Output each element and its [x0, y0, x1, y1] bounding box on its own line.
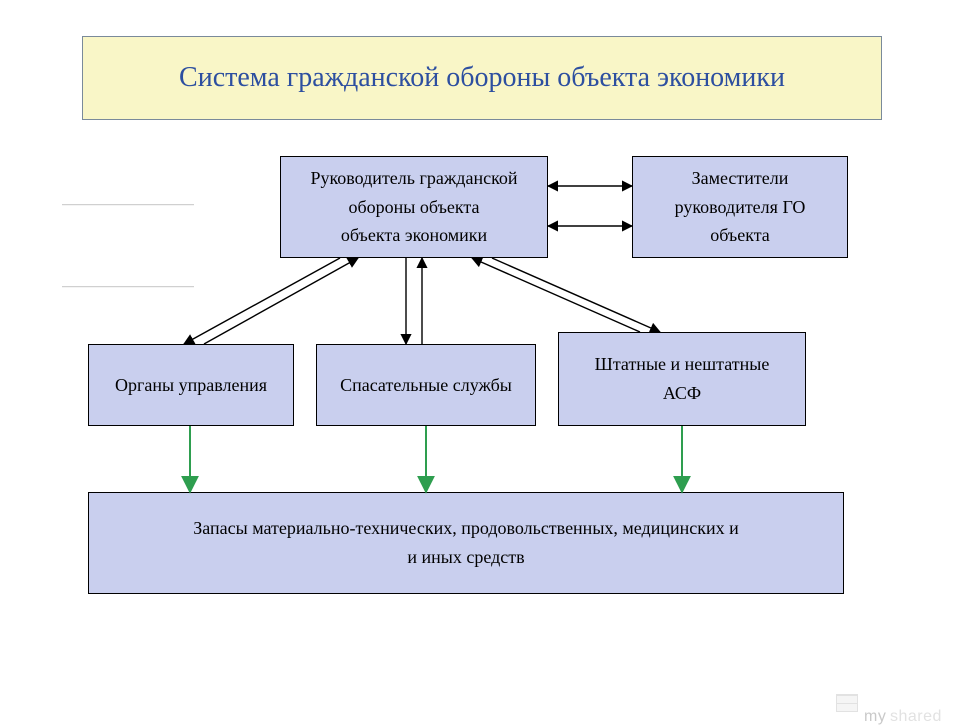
- watermark-icon: [836, 694, 858, 712]
- node-asf: Штатные и нештатные АСФ: [558, 332, 806, 426]
- connector-leader-to-asf-L: [472, 258, 640, 332]
- node-leader-text: Руководитель гражданской обороны объекта…: [310, 164, 517, 250]
- watermark-my: my: [864, 708, 886, 726]
- node-rescue: Спасательные службы: [316, 344, 536, 426]
- node-stocks-text: Запасы материально-технических, продовол…: [193, 514, 739, 572]
- connector-leader-to-asf-R: [492, 258, 660, 332]
- node-deputies: Заместители руководителя ГО объекта: [632, 156, 848, 258]
- diagram-title: Система гражданской обороны объекта экон…: [82, 36, 882, 120]
- node-organs: Органы управления: [88, 344, 294, 426]
- node-leader: Руководитель гражданской обороны объекта…: [280, 156, 548, 258]
- node-rescue-text: Спасательные службы: [340, 371, 512, 400]
- diagram-title-text: Система гражданской обороны объекта экон…: [179, 62, 785, 94]
- connector-leader-to-organs-R: [204, 258, 358, 344]
- deco-line-2: [62, 286, 194, 288]
- connectors-green: [190, 426, 682, 492]
- node-organs-text: Органы управления: [115, 371, 267, 400]
- node-stocks: Запасы материально-технических, продовол…: [88, 492, 844, 594]
- node-deputies-text: Заместители руководителя ГО объекта: [675, 164, 806, 250]
- deco-line-1: [62, 204, 194, 206]
- watermark-shared: shared: [890, 708, 942, 726]
- node-asf-text: Штатные и нештатные АСФ: [595, 350, 770, 408]
- connector-leader-to-organs-L: [184, 258, 340, 344]
